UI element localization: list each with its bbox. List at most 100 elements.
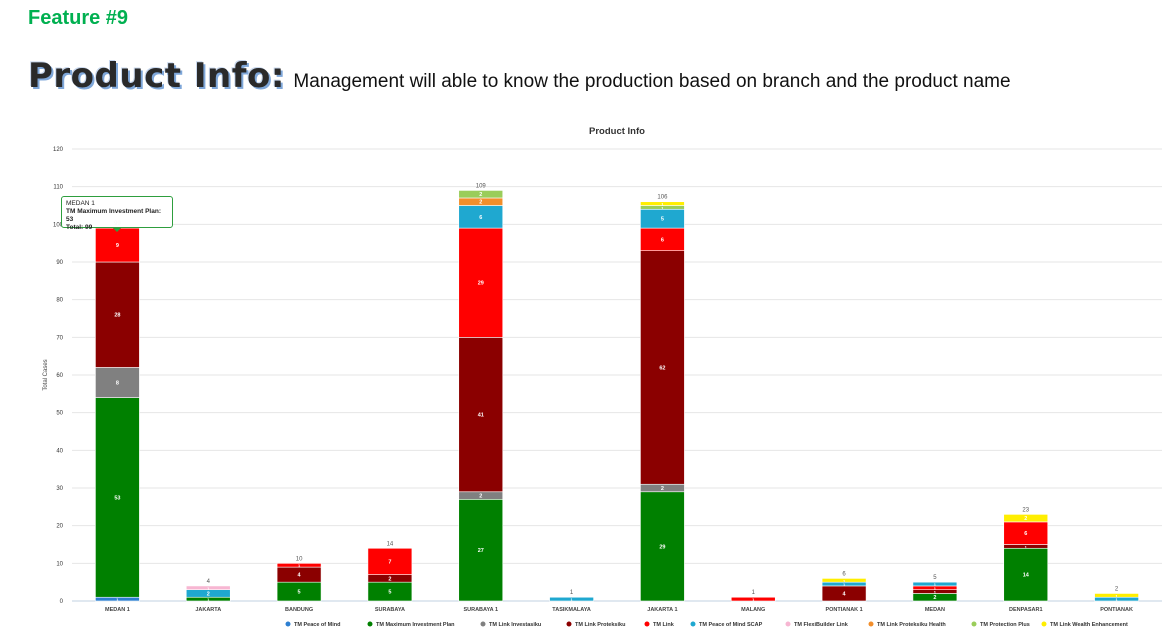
x-tick-label: PONTIANAK 1 — [825, 607, 862, 613]
data-label: 1 — [298, 563, 301, 568]
bar-segment — [367, 547, 413, 575]
y-axis-label: Total Cases — [43, 359, 49, 390]
data-label: 7 — [388, 559, 391, 565]
y-tick-label: 90 — [56, 260, 63, 266]
data-label: 14 — [1023, 573, 1030, 579]
chart-title: Product Info — [589, 126, 645, 137]
y-tick-label: 80 — [56, 298, 63, 304]
x-tick-label: BANDUNG — [285, 607, 313, 613]
data-label: 1 — [570, 597, 573, 602]
bar-segment — [276, 563, 322, 568]
data-label: 1 — [207, 597, 210, 602]
legend-marker — [1041, 621, 1047, 627]
bar-segment — [185, 585, 231, 590]
data-label: 2 — [479, 494, 482, 500]
legend-label: TM FlexiBuilder Link — [794, 622, 849, 628]
data-label: 1 — [752, 597, 755, 602]
total-label: 4 — [207, 579, 211, 585]
x-tick-label: DENPASAR1 — [1009, 607, 1043, 613]
total-label: 10 — [296, 556, 303, 562]
y-tick-label: 110 — [53, 185, 63, 191]
bar-segment — [1003, 514, 1049, 523]
legend-marker — [690, 621, 696, 627]
y-tick-label: 120 — [53, 147, 64, 153]
tooltip-branch: MEDAN 1 — [66, 200, 95, 207]
legend-marker — [566, 621, 572, 627]
total-label: 1 — [752, 590, 756, 596]
y-tick-label: 20 — [56, 524, 63, 530]
data-label: 8 — [116, 381, 119, 387]
data-label: 1 — [1025, 544, 1028, 549]
legend-label: TM Link — [653, 622, 675, 628]
x-tick-label: JAKARTA 1 — [647, 607, 677, 613]
bar-segment — [458, 337, 504, 493]
chart-tooltip: MEDAN 1 TM Maximum Investment Plan: 53 T… — [61, 196, 173, 232]
legend-marker — [785, 621, 791, 627]
data-label: 2 — [479, 192, 482, 198]
bar-segment — [730, 596, 776, 602]
y-tick-label: 10 — [56, 561, 63, 567]
total-label: 109 — [476, 183, 487, 189]
legend-marker — [644, 621, 650, 627]
legend-label: TM Peace of Mind — [294, 622, 340, 628]
page-title: Product Info: — [28, 56, 285, 96]
total-label: 106 — [657, 195, 668, 201]
bar-segment — [640, 491, 685, 602]
data-label: 2 — [388, 576, 391, 582]
bar-segment — [549, 596, 594, 602]
bar-segment — [912, 581, 958, 587]
y-tick-label: 40 — [56, 448, 63, 454]
data-label: 1 — [843, 582, 846, 587]
x-tick-label: SURABAYA 1 — [463, 607, 498, 613]
data-label: 4 — [298, 573, 302, 579]
data-label: 6 — [1024, 531, 1027, 537]
data-label: 41 — [478, 413, 484, 419]
x-tick-label: MEDAN 1 — [105, 607, 130, 613]
legend-marker — [971, 621, 977, 627]
total-label: 14 — [387, 541, 394, 547]
feature-label: Feature #9 — [28, 7, 129, 29]
data-label: 1 — [661, 205, 664, 210]
page-description: Management will able to know the product… — [293, 71, 1011, 92]
x-tick-label: TASIKMALAYA — [552, 607, 591, 613]
legend-marker — [367, 621, 373, 627]
y-tick-label: 0 — [60, 599, 64, 605]
data-label: 1 — [116, 597, 119, 602]
data-label: 1 — [843, 578, 846, 583]
data-label: 1 — [934, 590, 937, 595]
x-tick-label: PONTIANAK — [1100, 607, 1133, 613]
bar-segment — [640, 250, 685, 485]
total-label: 5 — [933, 575, 937, 581]
x-tick-label: MALANG — [741, 607, 765, 613]
total-label: 1 — [570, 590, 574, 596]
bar-segment — [1003, 547, 1049, 602]
y-tick-label: 30 — [56, 486, 63, 492]
total-label: 2 — [1115, 586, 1119, 592]
bar-segment — [1094, 593, 1139, 598]
legend-label: TM Maximum Investment Plan — [376, 622, 455, 628]
data-label: 2 — [933, 595, 936, 601]
data-label: 28 — [114, 313, 120, 319]
data-label: 1 — [1115, 593, 1118, 598]
legend-marker — [480, 621, 486, 627]
data-label: 2 — [661, 486, 664, 492]
legend-label: TM Link Proteksiku — [575, 622, 625, 628]
y-tick-label: 100 — [53, 222, 64, 228]
data-label: 4 — [843, 591, 847, 597]
data-label: 5 — [388, 590, 391, 596]
data-label: 1 — [934, 586, 937, 591]
data-label: 6 — [661, 237, 664, 243]
tooltip-total: Total: 99 — [66, 224, 93, 231]
data-label: 53 — [114, 495, 120, 501]
data-label: 27 — [478, 548, 484, 554]
data-label: 1 — [934, 582, 937, 587]
bar-segment — [95, 397, 140, 598]
bar-segment — [458, 498, 504, 602]
legend-marker — [285, 621, 291, 627]
data-label: 1 — [1115, 597, 1118, 602]
data-label: 29 — [478, 281, 484, 287]
data-label: 2 — [1024, 516, 1027, 522]
data-label: 6 — [479, 215, 482, 221]
data-label: 1 — [661, 202, 664, 207]
tooltip-series-value: TM Maximum Investment Plan: 53 — [66, 208, 161, 223]
